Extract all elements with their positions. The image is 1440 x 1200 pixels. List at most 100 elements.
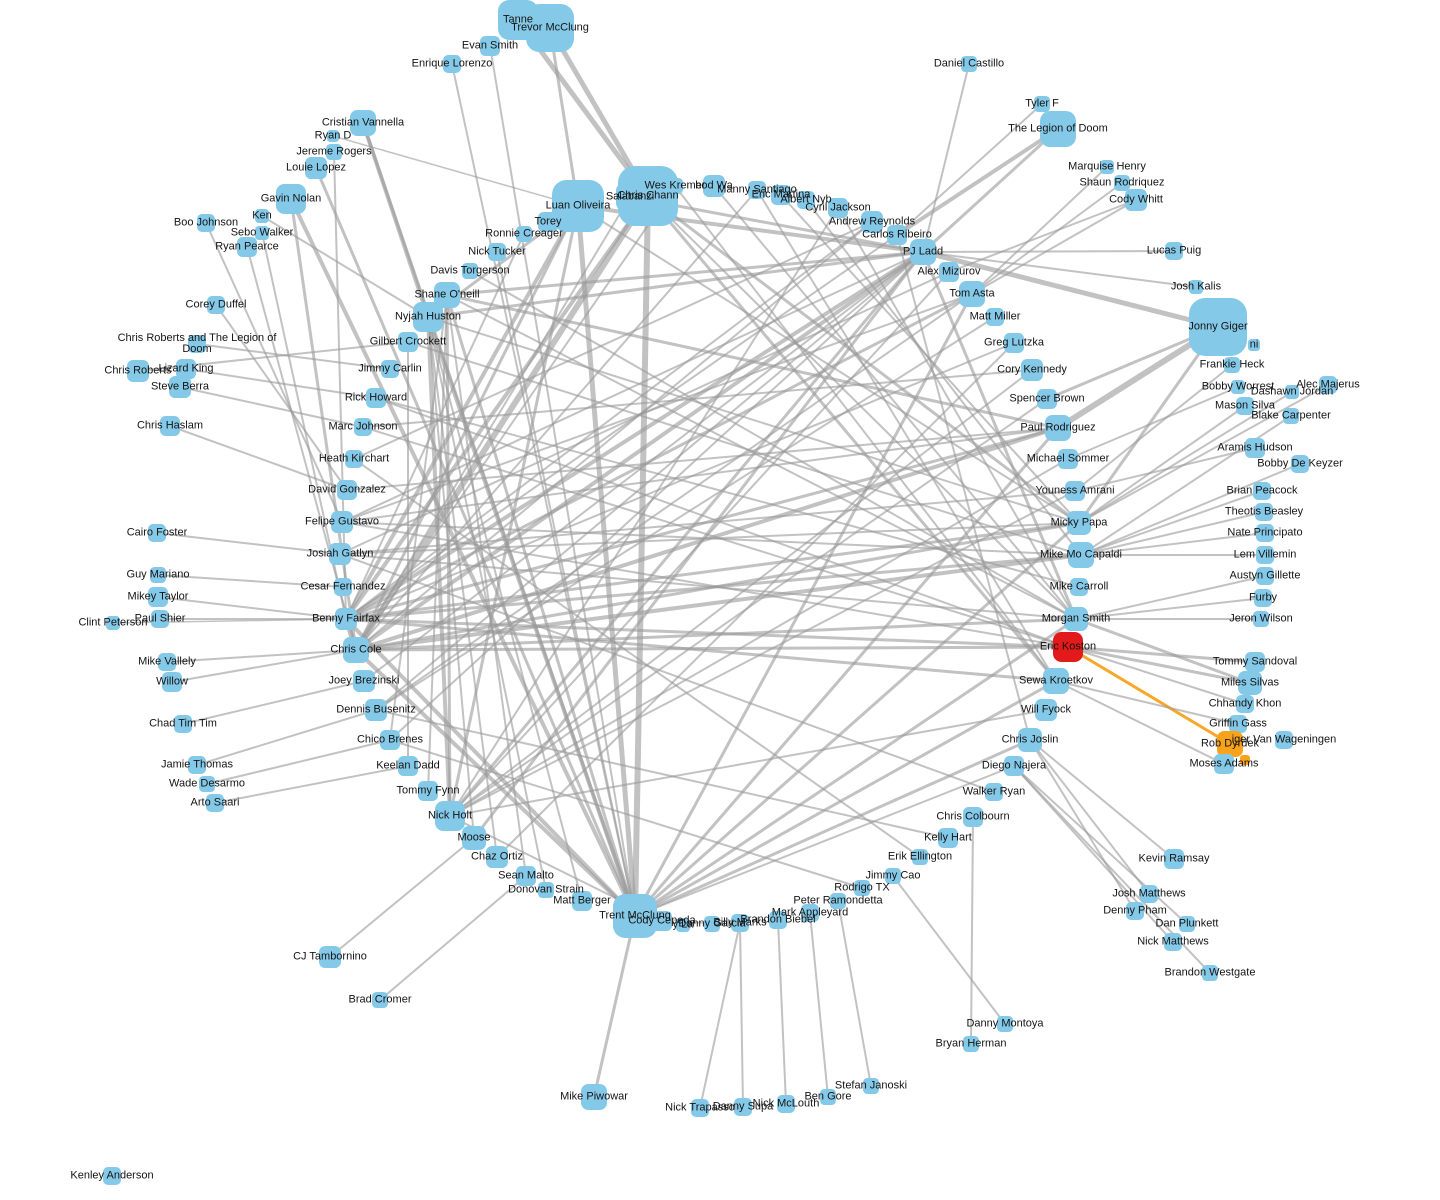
graph-node[interactable] (1040, 111, 1076, 147)
graph-node[interactable] (885, 868, 901, 884)
graph-node[interactable] (676, 918, 690, 932)
graph-node[interactable] (1214, 754, 1234, 774)
graph-node[interactable] (1140, 885, 1158, 903)
graph-node[interactable] (703, 175, 725, 197)
graph-node[interactable] (1037, 389, 1057, 409)
graph-node[interactable] (863, 1078, 879, 1094)
graph-node[interactable] (1224, 357, 1240, 373)
graph-node[interactable] (103, 1167, 121, 1185)
graph-node[interactable] (854, 880, 870, 896)
graph-node[interactable] (162, 672, 182, 692)
graph-node[interactable] (1240, 755, 1250, 765)
graph-node[interactable] (380, 730, 400, 750)
graph-node[interactable] (1231, 380, 1245, 394)
graph-node[interactable] (1275, 731, 1293, 749)
graph-node[interactable] (398, 756, 418, 776)
graph-node[interactable] (1043, 668, 1069, 694)
graph-node[interactable] (1319, 376, 1337, 394)
graph-node[interactable] (327, 130, 339, 142)
graph-node[interactable] (1236, 397, 1254, 415)
graph-node[interactable] (581, 1084, 607, 1110)
graph-node[interactable] (398, 332, 418, 352)
graph-node[interactable] (704, 916, 720, 932)
graph-node[interactable] (331, 511, 353, 533)
graph-node[interactable] (1189, 280, 1203, 294)
graph-node[interactable] (334, 578, 352, 596)
graph-node[interactable] (127, 360, 149, 382)
graph-node[interactable] (366, 388, 386, 408)
graph-node[interactable] (1067, 511, 1091, 535)
graph-node[interactable] (486, 846, 508, 868)
graph-node[interactable] (199, 776, 215, 792)
graph-node[interactable] (343, 637, 369, 663)
graph-node[interactable] (365, 699, 387, 721)
graph-node[interactable] (734, 1098, 752, 1116)
graph-node[interactable] (158, 653, 176, 671)
graph-node[interactable] (1291, 455, 1309, 473)
graph-node[interactable] (1256, 524, 1274, 542)
graph-node[interactable] (1114, 175, 1130, 191)
graph-node[interactable] (150, 567, 166, 583)
graph-node[interactable] (462, 263, 478, 279)
graph-node[interactable] (335, 608, 357, 630)
graph-node[interactable] (691, 1099, 709, 1117)
graph-node[interactable] (910, 239, 936, 265)
graph-node[interactable] (830, 893, 846, 909)
graph-node[interactable] (319, 946, 341, 968)
graph-node[interactable] (160, 416, 180, 436)
graph-node[interactable] (912, 849, 928, 865)
graph-node[interactable] (572, 891, 592, 911)
graph-node[interactable] (552, 180, 604, 232)
graph-node[interactable] (887, 225, 907, 245)
graph-node[interactable] (963, 807, 983, 827)
graph-node[interactable] (329, 543, 351, 565)
graph-node[interactable] (488, 243, 506, 261)
graph-node[interactable] (1053, 632, 1083, 662)
graph-node[interactable] (748, 181, 766, 199)
graph-node[interactable] (1238, 671, 1262, 695)
graph-node[interactable] (1202, 965, 1218, 981)
graph-node[interactable] (1256, 546, 1274, 564)
graph-node[interactable] (861, 211, 883, 233)
graph-node[interactable] (801, 904, 819, 922)
graph-node[interactable] (1045, 415, 1071, 441)
graph-node[interactable] (106, 616, 120, 630)
graph-node[interactable] (188, 756, 206, 774)
graph-node[interactable] (1245, 652, 1265, 672)
graph-node[interactable] (777, 1095, 795, 1113)
graph-node[interactable] (276, 184, 306, 214)
graph-node[interactable] (986, 308, 1004, 326)
graph-node[interactable] (255, 209, 269, 223)
graph-node[interactable] (667, 178, 683, 194)
graph-node[interactable] (961, 56, 977, 72)
graph-node[interactable] (353, 670, 375, 692)
graph-node[interactable] (188, 335, 206, 353)
graph-node[interactable] (1229, 715, 1247, 733)
graph-node[interactable] (148, 587, 168, 607)
graph-node[interactable] (997, 1016, 1013, 1032)
graph-node[interactable] (1236, 695, 1254, 713)
graph-node[interactable] (174, 715, 192, 733)
graph-node[interactable] (820, 1089, 836, 1105)
graph-node[interactable] (1126, 902, 1144, 920)
graph-node[interactable] (1125, 189, 1147, 211)
graph-node[interactable] (1253, 482, 1271, 500)
graph-node[interactable] (326, 144, 342, 160)
graph-node[interactable] (1245, 438, 1265, 458)
graph-node[interactable] (443, 55, 461, 73)
graph-node[interactable] (731, 914, 749, 932)
graph-node[interactable] (1217, 731, 1243, 757)
graph-node[interactable] (1004, 333, 1024, 353)
graph-node[interactable] (237, 237, 257, 257)
graph-node[interactable] (1021, 359, 1043, 381)
graph-node[interactable] (939, 262, 959, 282)
graph-node[interactable] (381, 360, 399, 378)
graph-node[interactable] (616, 183, 644, 211)
graph-node[interactable] (1179, 916, 1195, 932)
graph-node[interactable] (797, 191, 815, 209)
graph-node[interactable] (959, 281, 985, 307)
graph-node[interactable] (1004, 756, 1024, 776)
graph-node[interactable] (206, 794, 224, 812)
graph-node[interactable] (1058, 449, 1078, 469)
graph-node[interactable] (462, 826, 486, 850)
